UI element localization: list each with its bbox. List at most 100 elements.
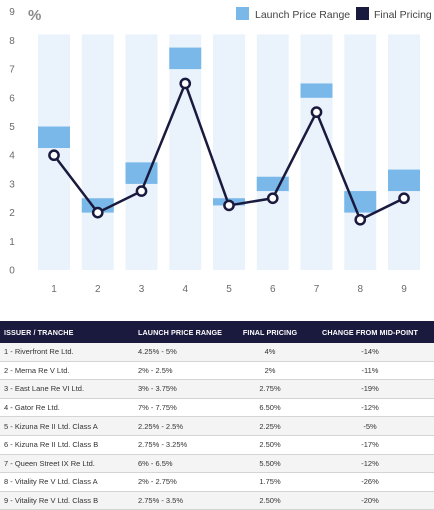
background-band (256, 34, 289, 271)
cell-change: -19% (306, 379, 434, 399)
pricing-table: ISSUER / TRANCHE LAUNCH PRICE RANGE FINA… (0, 321, 434, 510)
x-tick-label: 5 (226, 284, 232, 295)
cell-launch-range: 2% - 2.75% (134, 472, 234, 492)
header-launch-range: LAUNCH PRICE RANGE (134, 321, 234, 343)
cell-launch-range: 2.75% - 3.5% (134, 491, 234, 510)
launch-range-bar (125, 162, 158, 184)
launch-range-bar (300, 83, 333, 98)
table-header-row: ISSUER / TRANCHE LAUNCH PRICE RANGE FINA… (0, 321, 434, 343)
table-row: 2 - Merna Re V Ltd. 2% - 2.5% 2% -11% (0, 361, 434, 381)
cell-launch-range: 6% - 6.5% (134, 454, 234, 474)
y-tick-label: 7 (9, 65, 15, 76)
table-row: 4 - Gator Re Ltd. 7% - 7.75% 6.50% -12% (0, 398, 434, 418)
legend-label-final-pricing: Final Pricing (374, 9, 432, 21)
cell-change: -12% (306, 398, 434, 418)
y-tick-label: 2 (9, 208, 15, 219)
cell-change: -5% (306, 416, 434, 436)
header-final-pricing: FINAL PRICING (234, 321, 306, 343)
y-tick-label: 6 (9, 93, 15, 104)
y-tick-label: 3 (9, 179, 15, 190)
cell-issuer: 5 - Kizuna Re II Ltd. Class A (0, 416, 134, 436)
table-row: 6 - Kizuna Re II Ltd. Class B 2.75% - 3.2… (0, 435, 434, 455)
cell-change: -11% (306, 361, 434, 381)
background-band (169, 34, 202, 271)
final-pricing-point (48, 149, 60, 162)
table-row: 1 - Riverfront Re Ltd. 4.25% - 5% 4% -14% (0, 343, 434, 362)
cell-launch-range: 2.25% - 2.5% (134, 416, 234, 436)
table-row: 5 - Kizuna Re II Ltd. Class A 2.25% - 2.5… (0, 416, 434, 436)
table-row: 9 - Vitality Re V Ltd. Class B 2.75% - 3.… (0, 491, 434, 510)
cell-launch-range: 4.25% - 5% (134, 343, 234, 362)
final-pricing-point (354, 213, 367, 226)
cell-final-pricing: 4% (234, 343, 306, 362)
launch-range-bar (38, 126, 70, 149)
chart-canvas: 0 1 2 3 4 5 6 7 8 9 1 2 3 4 5 6 7 8 9 % Launch Price Rang… (9, 7, 432, 295)
background-band (125, 34, 158, 271)
cell-issuer: 9 - Vitality Re V Ltd. Class B (0, 491, 134, 510)
legend: Launch Price Range Final Pricing (236, 7, 432, 21)
x-tick-label: 4 (182, 284, 188, 295)
legend-swatch-final-pricing (356, 7, 369, 20)
x-axis: 1 2 3 4 5 6 7 8 9 (51, 284, 407, 295)
cell-issuer: 3 - East Lane Re VI Ltd. (0, 379, 134, 399)
final-pricing-series (48, 77, 410, 226)
cell-launch-range: 2% - 2.5% (134, 361, 234, 381)
x-tick-label: 2 (95, 284, 101, 295)
cell-change: -26% (306, 472, 434, 492)
price-chart: 0 1 2 3 4 5 6 7 8 9 1 2 3 4 5 6 7 8 9 % Launch Price Rang… (9, 7, 432, 295)
cell-change: -14% (306, 343, 434, 362)
table-body: 1 - Riverfront Re Ltd. 4.25% - 5% 4% -14% 2 … (0, 343, 434, 510)
cell-launch-range: 2.75% - 3.25% (134, 435, 234, 455)
cell-launch-range: 3% - 3.75% (134, 379, 234, 399)
final-pricing-point (223, 199, 235, 212)
cell-final-pricing: 1.75% (234, 472, 306, 492)
cell-issuer: 6 - Kizuna Re II Ltd. Class B (0, 435, 134, 455)
cell-final-pricing: 2% (234, 361, 306, 381)
x-tick-label: 1 (51, 284, 57, 295)
x-tick-label: 7 (314, 284, 320, 295)
cell-launch-range: 7% - 7.75% (134, 398, 234, 418)
table-row: 8 - Vitality Re V Ltd. Class A 2% - 2.75%… (0, 472, 434, 492)
cell-issuer: 8 - Vitality Re V Ltd. Class A (0, 472, 134, 492)
final-pricing-point (398, 192, 410, 205)
cell-final-pricing: 2.50% (234, 435, 306, 455)
launch-range-bar (388, 169, 420, 192)
cell-change: -20% (306, 491, 434, 510)
y-tick-label: 8 (9, 36, 15, 47)
final-pricing-point (266, 192, 279, 205)
y-axis: 0 1 2 3 4 5 6 7 8 9 (9, 7, 15, 276)
x-tick-label: 8 (357, 284, 363, 295)
background-band (81, 34, 114, 271)
y-tick-label: 1 (9, 237, 15, 248)
legend-swatch-launch-range (236, 7, 249, 20)
launch-range-bar (344, 191, 377, 213)
cell-final-pricing: 2.50% (234, 491, 306, 510)
header-change: CHANGE FROM MID-POINT (306, 321, 434, 343)
background-band (213, 34, 245, 271)
final-pricing-point (135, 185, 148, 197)
cell-final-pricing: 5.50% (234, 454, 306, 474)
background-band (344, 34, 377, 271)
final-pricing-point (179, 77, 192, 90)
header-issuer: ISSUER / TRANCHE (0, 321, 134, 343)
cell-change: -17% (306, 435, 434, 455)
cell-change: -12% (306, 454, 434, 474)
y-tick-label: 0 (9, 266, 15, 277)
table-row: 7 - Queen Street IX Re Ltd. 6% - 6.5% 5.50… (0, 454, 434, 474)
cell-issuer: 2 - Merna Re V Ltd. (0, 361, 134, 381)
cell-issuer: 1 - Riverfront Re Ltd. (0, 343, 134, 362)
cell-final-pricing: 2.75% (234, 379, 306, 399)
final-pricing-point (310, 106, 323, 119)
y-tick-label: 5 (9, 122, 15, 133)
background-band (388, 34, 420, 271)
cell-final-pricing: 2.25% (234, 416, 306, 436)
y-tick-label: 4 (9, 151, 15, 162)
cell-issuer: 7 - Queen Street IX Re Ltd. (0, 454, 134, 474)
launch-range-bar (169, 47, 202, 70)
x-tick-label: 6 (270, 284, 276, 295)
x-tick-label: 3 (139, 284, 145, 295)
final-pricing-point (91, 206, 104, 219)
background-band (300, 34, 333, 271)
legend-label-launch-range: Launch Price Range (255, 9, 350, 21)
y-tick-label: 9 (9, 7, 15, 18)
